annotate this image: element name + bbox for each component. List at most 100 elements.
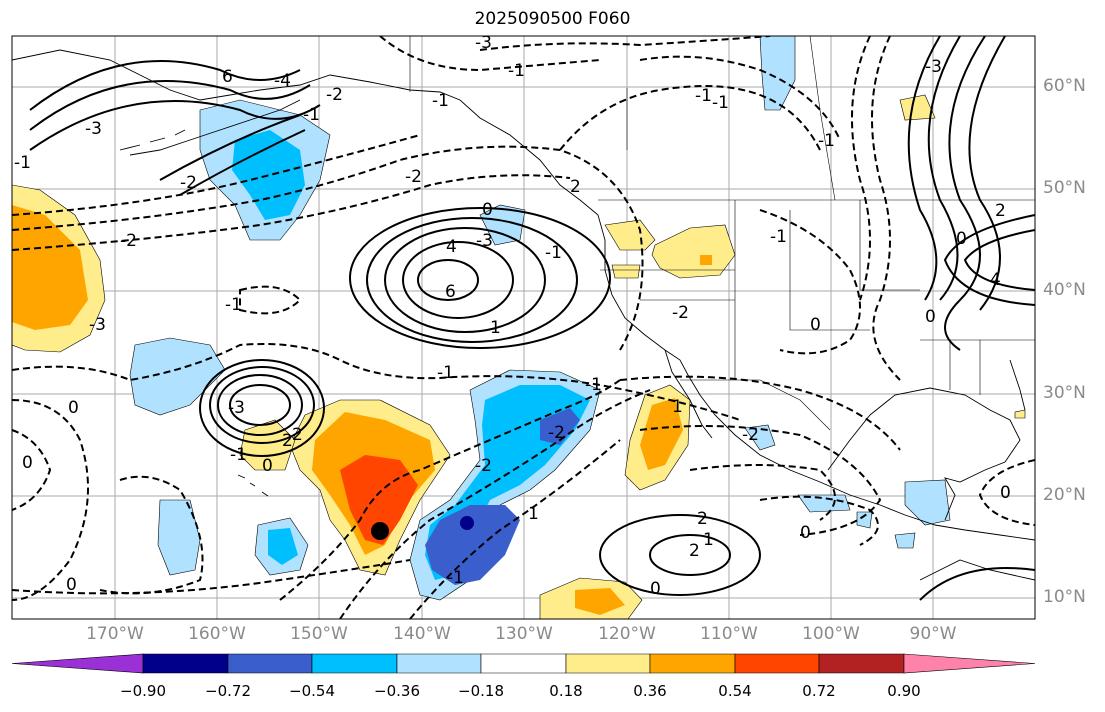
contour-label: -3 — [476, 231, 493, 251]
contour-label: -4 — [274, 71, 291, 91]
contour-label: -1 — [818, 131, 835, 151]
contour-label: -1 — [447, 568, 464, 588]
lat-label-10n: 10°N — [1043, 587, 1086, 607]
colorbar-tick-label: 0.90 — [887, 682, 921, 700]
map-frame — [11, 35, 1036, 620]
contour-label: 0 — [482, 200, 493, 220]
colorbar-tick-label: −0.18 — [458, 682, 504, 700]
colorbar-segment — [11, 653, 144, 674]
contour-label: -1 — [545, 243, 562, 263]
contour-label: 2 — [282, 431, 293, 451]
colorbar-tick-label: −0.54 — [289, 682, 335, 700]
colorbar-segment — [480, 653, 567, 674]
contour-label: -1 — [303, 105, 320, 125]
lat-label-30n: 30°N — [1043, 383, 1086, 403]
lat-label-20n: 20°N — [1043, 485, 1086, 505]
anomaly-fills — [12, 36, 1026, 619]
colorbar-segment — [227, 653, 313, 674]
contour-label: 4 — [446, 237, 457, 257]
lon-label-120w: 120°W — [598, 624, 656, 644]
lat-label-50n: 50°N — [1043, 178, 1086, 198]
contour-label: 1 — [490, 318, 501, 338]
contour-label: 6 — [222, 67, 233, 87]
contour-label: 0 — [956, 229, 967, 249]
contour-label: -1 — [14, 153, 31, 173]
contour-label: 0 — [1000, 483, 1011, 503]
storm-center-marker — [371, 522, 389, 540]
contour-label: 0 — [925, 307, 936, 327]
lat-label-40n: 40°N — [1043, 280, 1086, 300]
colorbar-segment — [649, 653, 736, 674]
colorbar-tick-label: −0.90 — [120, 682, 166, 700]
colorbar-tick-label: −0.72 — [205, 682, 251, 700]
contour-label: -1 — [585, 375, 602, 395]
lon-label-140w: 140°W — [393, 624, 451, 644]
contour-label: 0 — [22, 453, 33, 473]
colorbar-segment — [903, 653, 1036, 674]
contour-label: 0 — [66, 575, 77, 595]
contour-label: 0 — [800, 523, 811, 543]
lon-label-150w: 150°W — [290, 624, 348, 644]
contour-label: -1 — [225, 295, 242, 315]
contour-label: 0 — [810, 315, 821, 335]
contour-label: -1 — [432, 91, 449, 111]
dashed-contours — [12, 36, 1035, 619]
contour-label: -1 — [712, 93, 729, 113]
contour-label: -1 — [437, 363, 454, 383]
contour-label: 1 — [703, 530, 714, 550]
contour-label: -2 — [672, 303, 689, 323]
contour-label: -1 — [695, 86, 712, 106]
contour-label: -3 — [85, 119, 102, 139]
contour-label: 4 — [990, 270, 1001, 290]
contour-label: -2 — [475, 456, 492, 476]
lon-label-130w: 130°W — [495, 624, 553, 644]
lon-label-110w: 110°W — [700, 624, 758, 644]
contour-label: 2 — [697, 509, 708, 529]
contour-label: -1 — [508, 61, 525, 81]
contour-label: -3 — [475, 33, 492, 53]
contour-label: 2 — [292, 425, 303, 445]
contour-label: -1 — [770, 227, 787, 247]
colorbar-segment — [565, 653, 651, 674]
lon-label-90w: 90°W — [909, 624, 957, 644]
colorbar-tick-label: 0.36 — [633, 682, 667, 700]
colorbar-segment — [311, 653, 398, 674]
contour-label: -3 — [89, 315, 106, 335]
contour-label: -1 — [230, 445, 247, 465]
lon-label-170w: 170°W — [86, 624, 144, 644]
colorbar-tick-label: 0.18 — [549, 682, 583, 700]
contour-label: -2 — [326, 85, 343, 105]
colorbar-segment — [734, 653, 820, 674]
contour-labels: -3 6 -3 -2 0 -3 -1 2 -2 0 4 -3 6 -2 -1 0… — [14, 33, 1011, 599]
chart-title: 2025090500 F060 — [474, 9, 631, 29]
contour-label: 2 — [570, 177, 581, 197]
solid-contours — [29, 36, 1035, 601]
contour-label: -2 — [180, 173, 197, 193]
contour-label: 2 — [689, 541, 700, 561]
colorbar-segment — [142, 653, 229, 674]
lat-label-60n: 60°N — [1043, 76, 1086, 96]
colorbar-segment — [396, 653, 482, 674]
contour-label: -3 — [228, 398, 245, 418]
lon-label-160w: 160°W — [188, 624, 246, 644]
coastlines — [12, 36, 1035, 581]
contour-label: 0 — [68, 398, 79, 418]
colorbar-tick-label: 0.72 — [802, 682, 836, 700]
contour-label: -2 — [120, 231, 137, 251]
contour-label: 6 — [445, 282, 456, 302]
contour-label: -2 — [742, 425, 759, 445]
contour-label: 2 — [995, 201, 1006, 221]
contour-label: -3 — [925, 57, 942, 77]
colorbar — [11, 653, 1036, 674]
contour-label: 0 — [262, 456, 273, 476]
contour-label: 1 — [672, 397, 683, 417]
lon-label-100w: 100°W — [802, 624, 860, 644]
colorbar-tick-label: 0.54 — [718, 682, 752, 700]
contour-label: 1 — [528, 504, 539, 524]
contour-label: 0 — [650, 579, 661, 599]
colorbar-tick-label: −0.36 — [374, 682, 420, 700]
contour-label: -2 — [405, 167, 422, 187]
colorbar-segment — [818, 653, 905, 674]
contour-label: -2 — [548, 423, 565, 443]
